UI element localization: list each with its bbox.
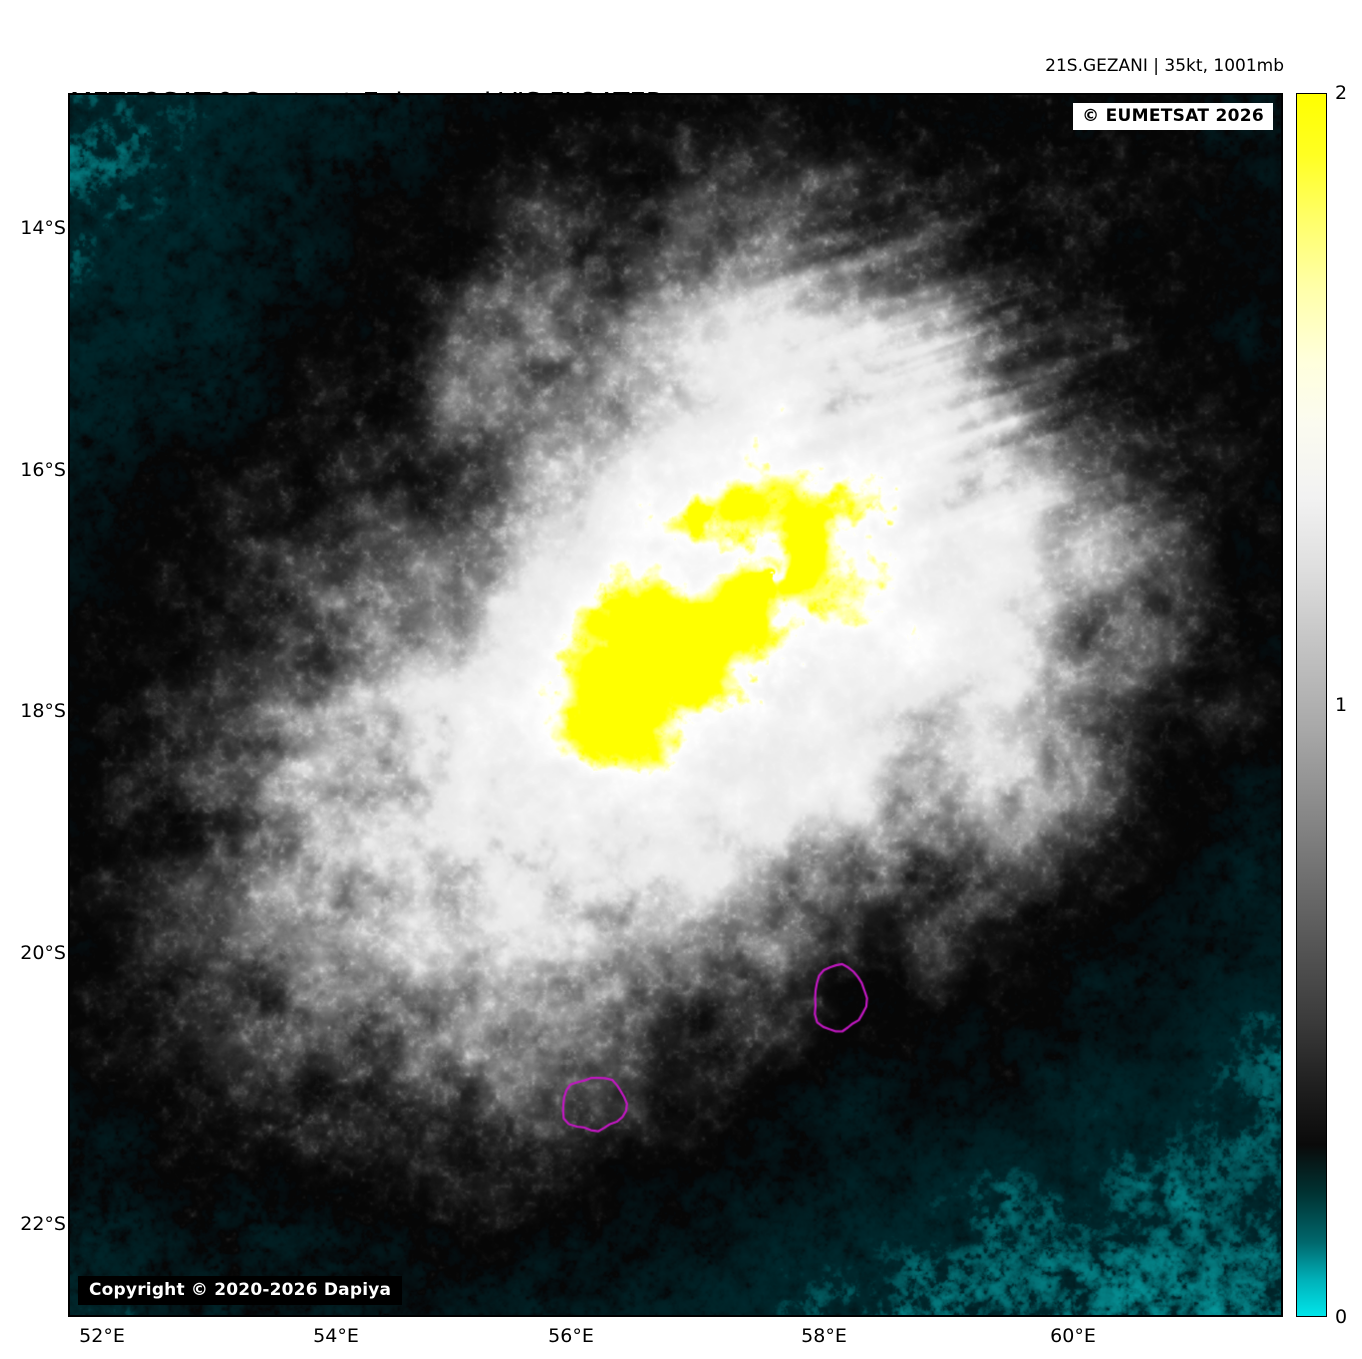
- x-tick-label: 56°E: [548, 1325, 594, 1347]
- storm-info-label: 21S.GEZANI | 35kt, 1001mb: [1045, 56, 1284, 76]
- x-tick-label: 58°E: [801, 1325, 847, 1347]
- colorbar-container: [1296, 93, 1327, 1317]
- colorbar-gradient: [1296, 93, 1327, 1317]
- colorbar-tick-label: 2: [1335, 82, 1348, 104]
- colorbar-tick-label: 1: [1335, 694, 1348, 716]
- dapiya-copyright-badge: Copyright © 2020-2026 Dapiya: [78, 1276, 403, 1305]
- y-tick-label: 16°S: [20, 459, 66, 481]
- eumetsat-copyright-badge: © EUMETSAT 2026: [1073, 103, 1273, 130]
- x-tick-label: 54°E: [313, 1325, 359, 1347]
- x-tick-label: 52°E: [79, 1325, 125, 1347]
- y-tick-label: 14°S: [20, 217, 66, 239]
- satellite-imagery-canvas: [70, 95, 1281, 1315]
- y-tick-label: 20°S: [20, 942, 66, 964]
- y-tick-label: 18°S: [20, 700, 66, 722]
- y-tick-label: 22°S: [20, 1213, 66, 1235]
- x-tick-label: 60°E: [1050, 1325, 1096, 1347]
- colorbar-tick-label: 0: [1335, 1306, 1348, 1328]
- satellite-image-plot: © EUMETSAT 2026 Copyright © 2020-2026 Da…: [68, 93, 1283, 1317]
